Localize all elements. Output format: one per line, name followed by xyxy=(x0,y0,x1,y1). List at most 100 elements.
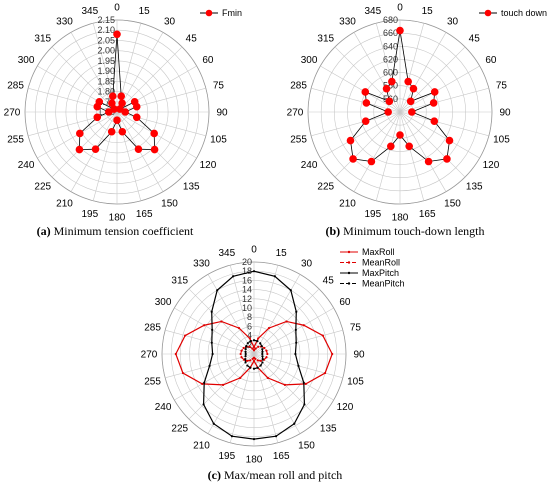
caption-c-label: (c) xyxy=(207,468,221,482)
spoke xyxy=(399,111,447,192)
data-point xyxy=(252,346,256,349)
data-point xyxy=(239,352,242,356)
angle-label: 285 xyxy=(144,322,161,333)
spoke xyxy=(253,353,320,420)
series-fmin xyxy=(75,30,159,154)
series-meanpitch xyxy=(244,339,264,370)
data-point xyxy=(321,334,324,337)
angle-label: 45 xyxy=(469,33,481,44)
caption-c: (c) Max/mean roll and pitch xyxy=(160,468,390,483)
angle-label: 330 xyxy=(193,259,210,270)
data-point xyxy=(244,355,247,358)
radial-tick-label: 2.15 xyxy=(97,15,115,25)
data-point xyxy=(203,324,206,327)
data-point xyxy=(244,352,247,356)
radial-tick-label: 6 xyxy=(247,321,252,331)
data-point xyxy=(108,99,116,107)
data-point xyxy=(424,157,433,166)
radial-tick-label: 20 xyxy=(242,257,252,267)
data-point xyxy=(259,364,262,367)
spoke xyxy=(399,65,480,113)
data-point xyxy=(273,275,276,278)
spoke xyxy=(116,32,164,113)
data-point xyxy=(257,337,260,340)
grid xyxy=(161,261,347,447)
data-point xyxy=(91,145,100,153)
data-point xyxy=(297,364,300,368)
angle-label: 15 xyxy=(276,248,288,259)
angle-label: 210 xyxy=(339,198,356,209)
legend-label: touch down xyxy=(501,8,547,18)
data-point xyxy=(245,345,248,348)
data-point xyxy=(121,108,129,116)
data-point xyxy=(212,422,215,425)
angle-label: 210 xyxy=(56,198,73,209)
grid xyxy=(24,19,210,205)
data-point xyxy=(246,364,249,367)
angle-label: 165 xyxy=(136,209,153,220)
angle-label: 90 xyxy=(499,108,511,119)
radial-tick-label: 2 xyxy=(247,340,252,350)
spoke xyxy=(28,87,118,113)
angle-label: 0 xyxy=(397,3,403,14)
angle-label: 195 xyxy=(81,209,98,220)
caption-a-label: (a) xyxy=(36,224,51,238)
data-point xyxy=(430,117,439,125)
spoke xyxy=(253,274,301,355)
radial-tick-label: 2.10 xyxy=(97,25,115,35)
angle-label: 135 xyxy=(183,182,200,193)
data-point xyxy=(75,145,84,154)
spoke xyxy=(207,353,255,434)
spoke xyxy=(116,46,183,113)
caption-b-label: (b) xyxy=(325,224,341,238)
angle-label: 90 xyxy=(216,108,228,119)
radial-tick-label: 8 xyxy=(247,312,252,322)
data-point xyxy=(303,403,306,406)
legend-marker xyxy=(347,261,351,264)
spoke xyxy=(116,87,206,113)
spoke xyxy=(253,353,301,434)
spoke xyxy=(399,111,425,201)
data-point xyxy=(117,92,126,101)
angle-label: 195 xyxy=(364,209,381,220)
angle-label: 75 xyxy=(496,80,508,91)
spoke xyxy=(375,23,401,113)
data-point xyxy=(285,320,288,323)
data-point xyxy=(240,356,243,359)
data-point xyxy=(76,129,84,138)
data-point xyxy=(246,342,249,345)
data-point xyxy=(274,435,278,438)
radial-tick-label: 2.05 xyxy=(97,35,115,45)
angle-label: 315 xyxy=(317,33,334,44)
spoke xyxy=(399,23,425,113)
angle-label: 0 xyxy=(251,245,257,256)
legend-marker xyxy=(347,250,351,254)
angle-label: 75 xyxy=(213,80,225,91)
angle-label: 60 xyxy=(485,55,497,66)
spoke xyxy=(207,274,255,355)
data-point xyxy=(134,145,143,153)
data-point xyxy=(445,136,454,145)
legend: touch down xyxy=(479,8,547,18)
data-point xyxy=(349,155,357,163)
radial-tick-label: 14 xyxy=(242,285,252,295)
data-point xyxy=(295,341,298,344)
spoke xyxy=(353,32,401,113)
data-point xyxy=(408,108,416,116)
radial-tick-label: 4 xyxy=(247,331,252,341)
angle-label: 345 xyxy=(218,248,235,259)
angle-label: 285 xyxy=(7,80,24,91)
data-point xyxy=(174,352,177,356)
legend-label: MeanPitch xyxy=(362,279,405,289)
data-point xyxy=(261,361,264,364)
data-point xyxy=(429,99,438,107)
data-point xyxy=(237,327,241,330)
angle-label: 150 xyxy=(444,198,461,209)
angle-label: 330 xyxy=(56,17,73,28)
data-point xyxy=(246,359,249,362)
radial-tick-label: 1.90 xyxy=(97,66,115,76)
spoke xyxy=(399,32,447,113)
data-point xyxy=(443,155,451,163)
spoke xyxy=(92,111,118,201)
